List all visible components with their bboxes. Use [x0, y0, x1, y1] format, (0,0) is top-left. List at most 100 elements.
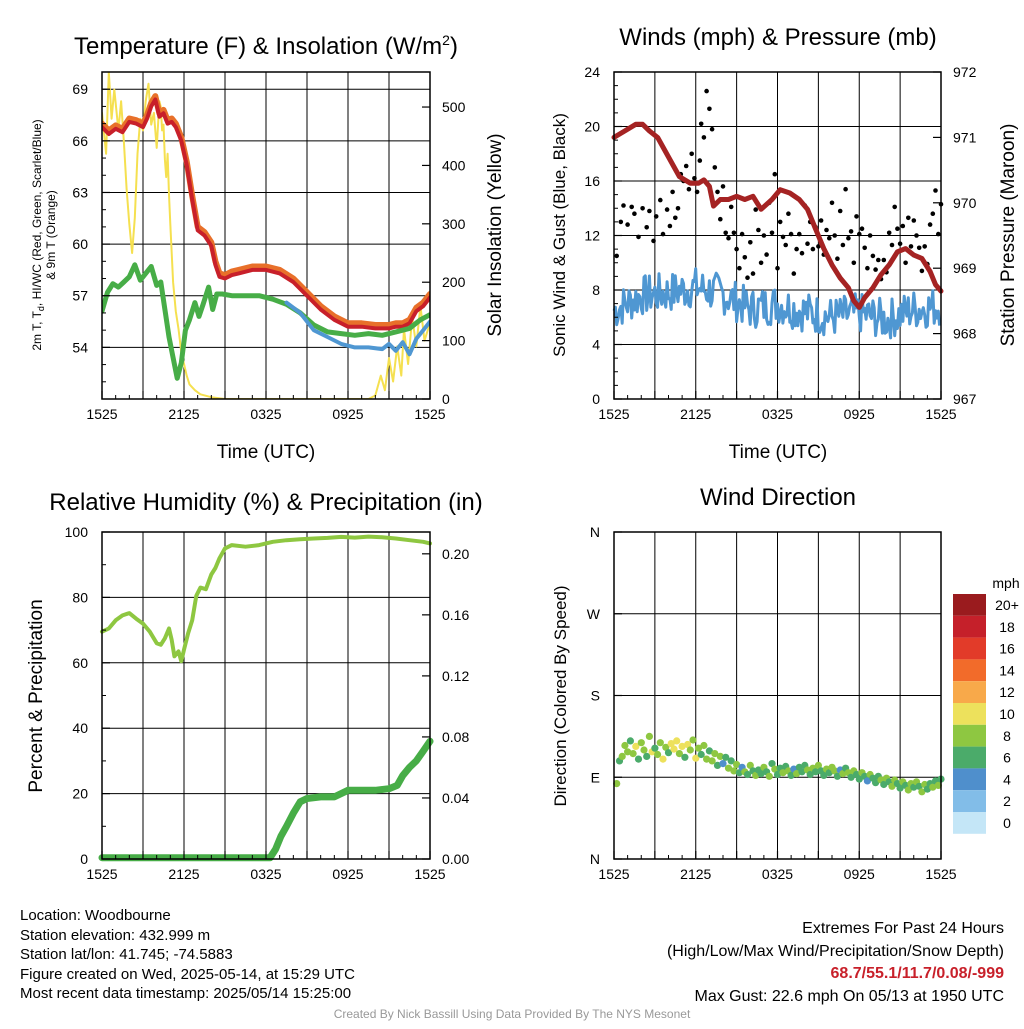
gust-point: [927, 222, 933, 227]
x-tick-label: 1525: [414, 406, 445, 422]
y-tick-label: 24: [584, 64, 600, 80]
gust-point: [753, 207, 758, 212]
winds-panel-title: Winds (mph) & Pressure (mb): [619, 24, 936, 51]
direction-point: [929, 783, 937, 791]
temperature-series: [102, 72, 430, 399]
temperature-y-axis-label: 2m T, Td, HI/WC (Red, Green, Scarlet/Blu…: [30, 119, 46, 350]
gust-point: [756, 227, 761, 233]
x-tick-label: 0325: [250, 866, 281, 882]
gust-point: [737, 265, 742, 271]
gust-point: [683, 163, 689, 169]
gust-point: [723, 230, 728, 236]
gust-point: [731, 230, 737, 236]
direction-point: [730, 767, 738, 775]
figure-created: Figure created on Wed, 2025-05-14, at 15…: [20, 965, 355, 983]
wind-direction-y-axis-label: Direction (Colored By Speed): [551, 585, 570, 806]
wind-direction-series: [613, 732, 945, 796]
gust-point: [707, 106, 712, 112]
gust-point: [865, 265, 870, 271]
gust-point: [658, 197, 663, 203]
x-tick-label: 1525: [86, 866, 117, 882]
y2-tick-label: 969: [953, 260, 977, 276]
gust-point: [881, 257, 887, 263]
gust-point: [625, 222, 630, 227]
direction-point: [703, 755, 711, 763]
gust-point: [739, 231, 745, 237]
extremes-heading: Extremes For Past 24 Hours: [802, 920, 1004, 937]
direction-point: [771, 765, 779, 773]
gust-point: [786, 211, 791, 216]
y2-tick-label: 0.12: [442, 668, 469, 684]
gust-point: [832, 233, 837, 238]
gust-point: [701, 135, 707, 140]
direction-point: [697, 750, 705, 759]
gust-point: [848, 229, 854, 234]
gust-point: [647, 208, 652, 214]
x-tick-label: 1525: [925, 866, 956, 882]
direction-point: [863, 777, 872, 785]
gust-point: [698, 121, 704, 127]
direction-point: [637, 739, 645, 747]
direction-point: [896, 784, 904, 792]
gust-point: [764, 252, 769, 257]
x-tick-label: 1525: [86, 406, 117, 422]
wind-chill-line: [284, 300, 430, 357]
y-tick-label: 54: [72, 339, 88, 355]
wind-direction-panel-title: Wind Direction: [700, 484, 856, 511]
x-tick-label: 2125: [680, 866, 711, 882]
temperature-panel: Temperature (F) & Insolation (W/m2) 1525…: [30, 32, 506, 463]
gust-point: [704, 88, 709, 94]
gust-point: [758, 260, 764, 266]
legend-swatch: [953, 615, 986, 638]
direction-point: [686, 746, 694, 754]
gust-point: [780, 234, 786, 240]
direction-point: [684, 740, 692, 749]
x-tick-label: 1525: [414, 866, 445, 882]
y-tick-label: 40: [72, 720, 88, 736]
legend-label: 12: [999, 684, 1015, 700]
x-tick-label: 1525: [925, 406, 956, 422]
direction-point: [757, 770, 765, 778]
relative-humidity-line: [100, 534, 432, 664]
direction-point: [910, 783, 918, 791]
gust-point: [799, 250, 805, 256]
direction-point: [662, 743, 670, 751]
legend-label: 18: [999, 619, 1015, 635]
winds-y-axis-label: Sonic Wind & Gust (Blue, Black): [550, 113, 569, 357]
gust-point: [709, 126, 715, 132]
y-tick-label: N: [590, 851, 600, 867]
legend-label: 2: [1003, 793, 1011, 809]
gust-point: [632, 211, 637, 216]
direction-point: [708, 757, 716, 765]
station-location: Location: Woodbourne: [20, 907, 171, 924]
gust-point: [734, 246, 739, 252]
direction-point: [727, 757, 735, 765]
gust-point: [653, 214, 659, 219]
gust-point: [827, 235, 832, 241]
x-tick-label: 2125: [168, 406, 199, 422]
station-info: Location: Woodbourne Station elevation: …: [20, 906, 355, 1004]
direction-point: [618, 752, 626, 761]
gust-point: [689, 151, 694, 157]
x-tick-label: 0925: [844, 406, 875, 422]
gust-point: [837, 208, 843, 214]
gust-point: [667, 223, 673, 229]
y-tick-label: 57: [72, 288, 88, 304]
gust-point: [651, 238, 656, 244]
direction-point: [692, 754, 700, 762]
direction-point: [643, 752, 651, 761]
station-latlon: Station lat/lon: 41.745; -74.5883: [20, 946, 233, 963]
y-tick-label: 20: [72, 786, 88, 802]
x-tick-label: 2125: [168, 866, 199, 882]
gust-point: [720, 184, 726, 189]
legend-label: 4: [1003, 771, 1011, 787]
gust-point: [629, 204, 634, 210]
wind-direction-panel: Wind Direction 1525 2125 0325 0925 1525NESWN…: [551, 484, 1020, 882]
direction-point: [713, 761, 722, 770]
legend-swatch: [953, 703, 986, 725]
direction-point: [632, 742, 640, 751]
direction-point: [733, 760, 741, 769]
dewpoint-line: [102, 262, 430, 381]
direction-point: [839, 770, 847, 778]
gust-point: [895, 226, 900, 231]
